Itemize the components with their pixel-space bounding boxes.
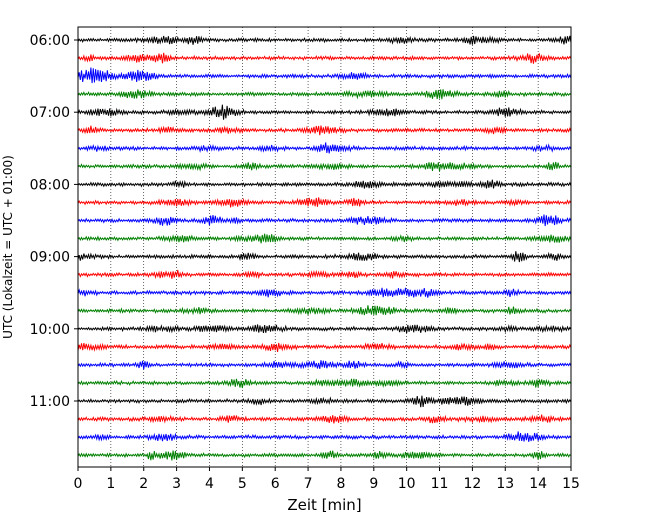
trace-0845: [77, 233, 572, 244]
trace-1115: [77, 414, 572, 424]
trace-1100: [77, 395, 572, 408]
trace-0700: [77, 104, 572, 120]
x-tick-label: 10: [398, 476, 416, 492]
trace-0615: [77, 52, 572, 64]
trace-0915: [77, 269, 572, 280]
trace-1045: [77, 378, 572, 389]
plot-area-background: [78, 27, 571, 467]
y-axis-label: UTC (Lokalzeit = UTC + 01:00): [1, 155, 15, 339]
trace-0800: [77, 179, 572, 190]
trace-1030: [77, 360, 572, 370]
trace-0945: [77, 305, 572, 316]
trace-0930: [77, 287, 572, 298]
x-tick-label: 11: [431, 476, 449, 492]
plot-frame: [77, 26, 572, 468]
x-tick-label: 9: [369, 476, 378, 492]
trace-layer: [77, 35, 572, 461]
x-axis-ticks: 0 1 2 3 4 5 6 7 8 9 10 11 12 13 14 15: [74, 467, 580, 492]
x-tick-label: 7: [304, 476, 313, 492]
x-tick-label: 8: [336, 476, 345, 492]
y-tick-label: 09:00: [30, 250, 70, 266]
x-tick-label: 4: [205, 476, 214, 492]
y-tick-label: 06:00: [30, 33, 70, 49]
x-tick-label: 0: [74, 476, 83, 492]
trace-1000: [77, 324, 572, 334]
trace-1130: [77, 431, 572, 442]
x-axis-label: Zeit [min]: [287, 496, 361, 514]
y-tick-label: 07:00: [30, 105, 70, 121]
trace-1015: [77, 342, 572, 352]
x-tick-label: 15: [562, 476, 580, 492]
y-axis-ticks: 06:00 07:00 08:00 09:00 10:00 11:00: [30, 33, 78, 410]
grid-lines: [110, 27, 539, 467]
y-tick-label: 08:00: [30, 177, 70, 193]
y-tick-label: 10:00: [30, 322, 70, 338]
trace-0630: [77, 67, 572, 84]
x-tick-label: 5: [238, 476, 247, 492]
y-tick-label: 11:00: [30, 394, 70, 410]
trace-0745: [77, 161, 572, 172]
x-tick-label: 6: [271, 476, 280, 492]
trace-0715: [77, 125, 572, 136]
x-tick-label: 1: [106, 476, 115, 492]
trace-0645: [77, 89, 572, 100]
trace-0830: [77, 214, 572, 227]
x-tick-label: 14: [529, 476, 547, 492]
trace-0600: [77, 35, 572, 45]
trace-0730: [77, 142, 572, 154]
trace-1145: [77, 450, 572, 461]
x-tick-label: 13: [496, 476, 514, 492]
x-tick-label: 12: [463, 476, 481, 492]
x-tick-label: 2: [139, 476, 148, 492]
trace-0900: [77, 251, 572, 263]
x-tick-label: 3: [172, 476, 181, 492]
trace-0815: [77, 197, 572, 208]
